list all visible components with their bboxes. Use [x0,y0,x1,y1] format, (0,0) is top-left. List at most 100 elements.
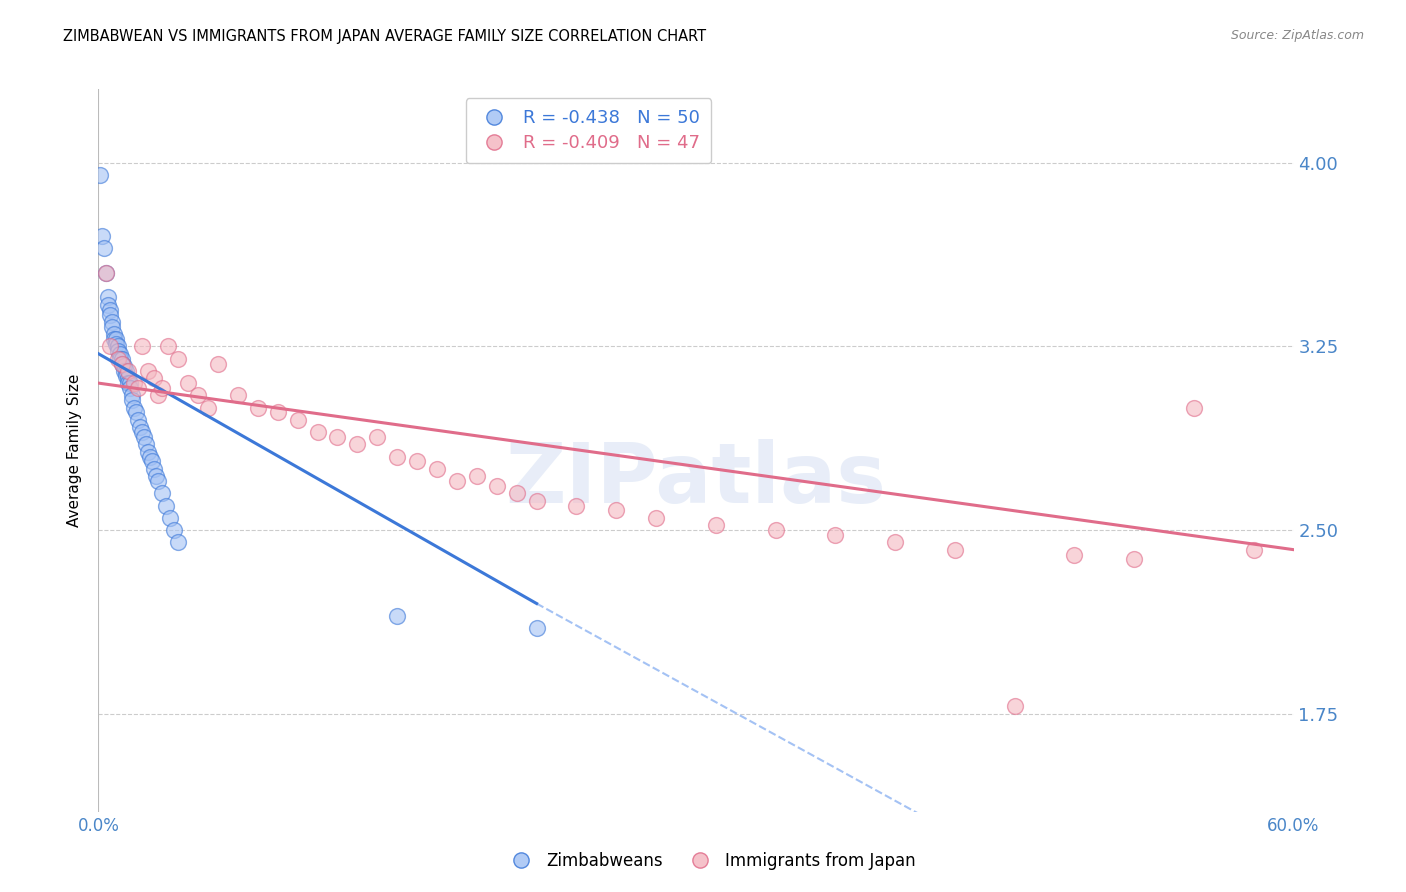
Point [155,499,177,513]
Point [107,339,129,353]
Y-axis label: Average Family Size: Average Family Size [67,374,83,527]
Point [145,469,167,483]
Point [115,368,138,383]
Point [246,401,269,415]
Point [111,357,134,371]
Point [307,425,329,439]
Point [207,357,229,371]
Point [134,430,156,444]
Point [645,511,668,525]
Point [704,518,727,533]
Point [131,339,153,353]
Point [127,413,149,427]
Point [565,499,588,513]
Point [163,523,186,537]
Point [115,364,138,378]
Point [1182,401,1205,415]
Point [110,347,132,361]
Point [139,450,162,464]
Point [1123,552,1146,566]
Point [167,351,190,366]
Point [117,376,139,390]
Point [287,413,309,427]
Point [96,266,118,280]
Point [101,319,124,334]
Text: Source: ZipAtlas.com: Source: ZipAtlas.com [1230,29,1364,42]
Point [157,339,180,353]
Point [197,401,219,415]
Point [267,405,290,419]
Point [97,290,120,304]
Point [117,371,139,385]
Point [177,376,200,390]
Point [93,241,115,255]
Point [91,229,114,244]
Point [105,337,128,351]
Point [97,298,120,312]
Point [112,359,135,373]
Point [117,364,139,378]
Point [1004,699,1026,714]
Point [141,454,163,468]
Point [125,405,148,419]
Point [385,450,409,464]
Point [148,474,170,488]
Point [605,503,627,517]
Point [107,351,129,366]
Point [150,381,173,395]
Point [765,523,787,537]
Point [112,364,135,378]
Text: ZIPatlas: ZIPatlas [506,439,886,520]
Point [120,376,142,390]
Point [101,315,124,329]
Legend: R = -0.438   N = 50, R = -0.409   N = 47: R = -0.438 N = 50, R = -0.409 N = 47 [465,98,711,163]
Point [406,454,429,468]
Point [107,344,129,359]
Point [150,486,173,500]
Point [120,381,142,395]
Point [346,437,368,451]
Point [884,535,907,549]
Point [159,511,181,525]
Point [96,266,118,280]
Point [187,388,209,402]
Point [136,444,159,458]
Point [98,308,122,322]
Text: ZIMBABWEAN VS IMMIGRANTS FROM JAPAN AVERAGE FAMILY SIZE CORRELATION CHART: ZIMBABWEAN VS IMMIGRANTS FROM JAPAN AVER… [63,29,706,44]
Point [103,327,125,342]
Point [98,339,122,353]
Point [135,437,157,451]
Point [526,621,548,635]
Point [446,474,468,488]
Point [129,420,152,434]
Point [124,376,146,390]
Point [143,371,166,385]
Point [506,486,529,500]
Point [943,542,966,557]
Point [326,430,349,444]
Point [110,351,132,366]
Point [89,168,111,182]
Point [426,462,449,476]
Point [105,332,128,346]
Legend: Zimbabweans, Immigrants from Japan: Zimbabweans, Immigrants from Japan [498,846,922,877]
Point [98,302,122,317]
Point [131,425,153,439]
Point [366,430,388,444]
Point [465,469,488,483]
Point [111,351,134,366]
Point [1063,548,1085,562]
Point [148,388,170,402]
Point [121,393,143,408]
Point [121,388,143,402]
Point [167,535,190,549]
Point [485,479,508,493]
Point [127,381,149,395]
Point [1243,542,1265,557]
Point [824,528,846,542]
Point [143,462,166,476]
Point [226,388,249,402]
Point [103,332,125,346]
Point [136,364,159,378]
Point [526,493,548,508]
